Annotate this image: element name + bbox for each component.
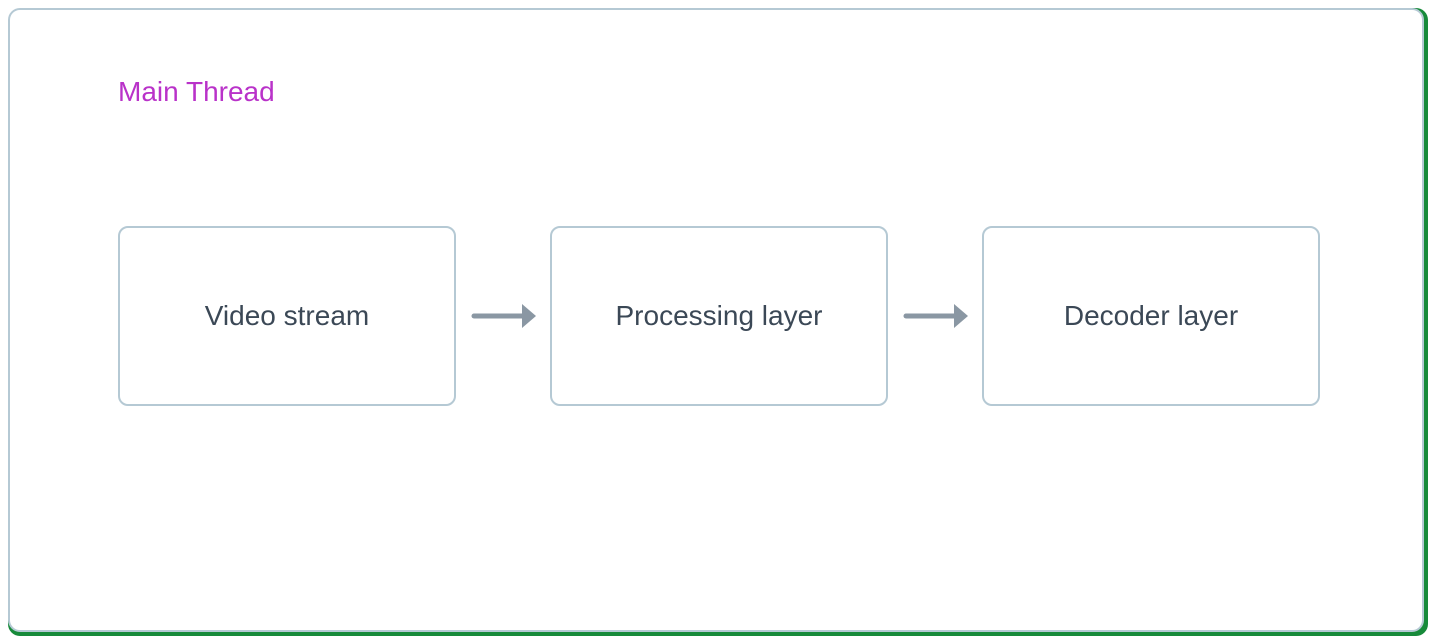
node-decoder-layer: Decoder layer [982, 226, 1320, 406]
arrow-right-icon [456, 301, 550, 331]
node-label-processing-layer: Processing layer [616, 300, 823, 332]
node-label-decoder-layer: Decoder layer [1064, 300, 1238, 332]
flow-row: Video stream Processing layer Decoder la… [118, 226, 1320, 406]
node-processing-layer: Processing layer [550, 226, 888, 406]
node-video-stream: Video stream [118, 226, 456, 406]
node-label-video-stream: Video stream [205, 300, 369, 332]
diagram-title: Main Thread [118, 76, 275, 108]
arrow-right-icon [888, 301, 982, 331]
